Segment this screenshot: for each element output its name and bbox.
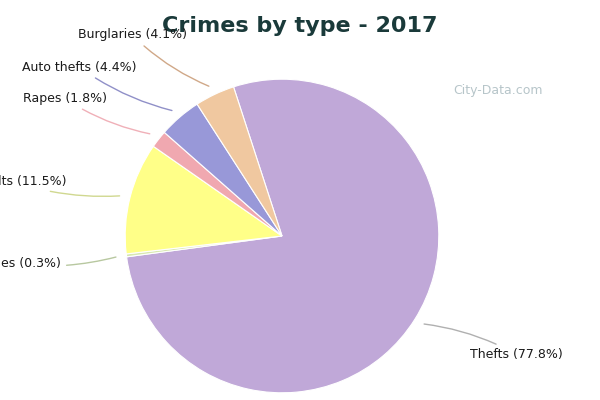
Wedge shape [127,79,439,393]
Wedge shape [125,146,282,254]
Text: Thefts (77.8%): Thefts (77.8%) [424,324,563,361]
Wedge shape [164,104,282,236]
Wedge shape [154,132,282,236]
Text: Assaults (11.5%): Assaults (11.5%) [0,175,119,196]
Text: Robberies (0.3%): Robberies (0.3%) [0,257,116,270]
Text: Auto thefts (4.4%): Auto thefts (4.4%) [22,61,172,110]
Text: City-Data.com: City-Data.com [453,84,543,97]
Wedge shape [126,236,282,257]
Text: Rapes (1.8%): Rapes (1.8%) [23,92,150,134]
Wedge shape [197,87,282,236]
Text: Crimes by type - 2017: Crimes by type - 2017 [162,16,438,36]
Text: Burglaries (4.1%): Burglaries (4.1%) [77,28,209,86]
